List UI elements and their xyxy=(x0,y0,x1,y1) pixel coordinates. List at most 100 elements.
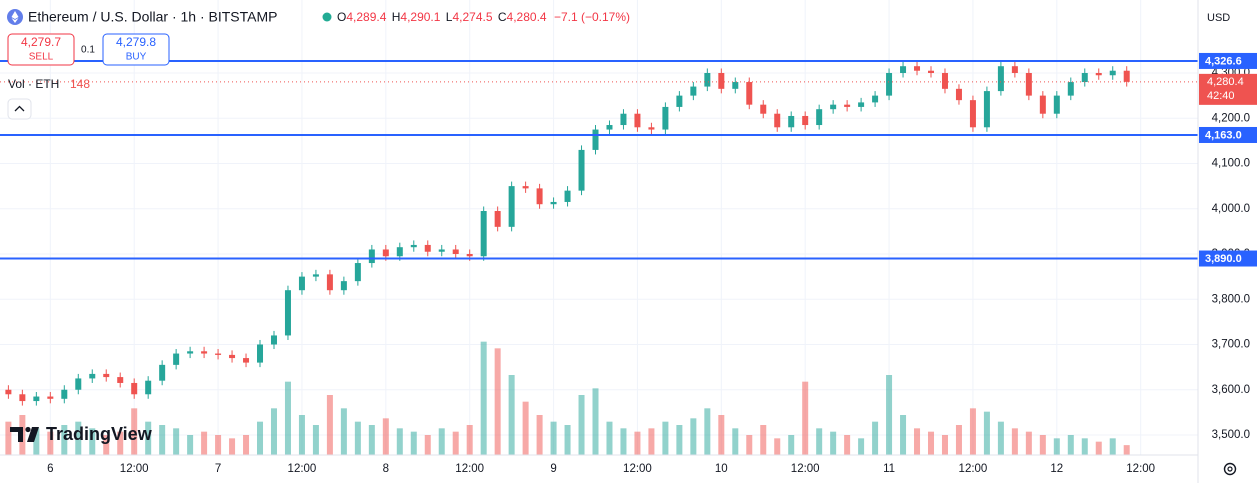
brand-name: TradingView xyxy=(46,424,153,444)
volume-bar xyxy=(480,341,487,455)
candle-body xyxy=(1011,66,1018,73)
volume-bar xyxy=(173,428,180,455)
candle-body xyxy=(438,249,445,252)
volume-bar xyxy=(243,435,250,455)
level-label: 3,890.0 xyxy=(1205,253,1242,265)
candle-body xyxy=(1053,95,1060,114)
x-tick-label: 12:00 xyxy=(455,463,484,475)
candle-body xyxy=(816,109,823,126)
x-tick-label: 6 xyxy=(47,463,53,475)
candle-body xyxy=(760,104,767,114)
x-tick-label: 12:00 xyxy=(1126,463,1155,475)
collapse-button[interactable] xyxy=(7,98,32,120)
volume-bar xyxy=(718,415,725,455)
spread: 0.1 xyxy=(81,45,95,56)
volume-bar xyxy=(1053,438,1060,455)
volume-bar xyxy=(1039,435,1046,455)
candle-body xyxy=(1025,72,1032,96)
volume-last: 148 xyxy=(70,77,90,91)
volume-bar xyxy=(550,421,557,455)
buy-button[interactable] xyxy=(102,33,170,66)
candle-body xyxy=(103,373,110,378)
x-tick-label: 12:00 xyxy=(959,463,988,475)
candle-body xyxy=(117,377,124,383)
candle-body xyxy=(131,382,138,395)
volume-bar xyxy=(774,438,781,455)
volume-bar xyxy=(270,408,277,455)
volume-bar xyxy=(1095,441,1102,455)
candle-body xyxy=(955,88,962,101)
ohlc-legend: O4,289.4 H4,290.1 L4,274.5 C4,280.4 −7.1… xyxy=(337,10,630,24)
candle-body xyxy=(284,290,291,336)
candle-body xyxy=(718,72,725,89)
candle-body xyxy=(1067,82,1074,96)
volume-bar xyxy=(858,438,865,455)
currency-button[interactable] xyxy=(1202,6,1234,28)
brand-logo: TradingView xyxy=(10,424,153,444)
candle-body xyxy=(354,263,361,282)
x-tick-label: 7 xyxy=(215,463,221,475)
candle-body xyxy=(298,276,305,291)
candle-body xyxy=(1039,95,1046,114)
ohlc-value: 4,274.5 xyxy=(452,10,492,24)
last-price-box xyxy=(1199,73,1257,105)
volume-bar xyxy=(368,425,375,455)
volume-bar xyxy=(187,435,194,455)
volume-bar xyxy=(1081,438,1088,455)
symbol-title[interactable]: Ethereum / U.S. Dollar · 1h · BITSTAMP xyxy=(28,9,277,25)
volume-bar xyxy=(928,431,935,455)
volume-bar xyxy=(47,431,54,455)
candle-body xyxy=(732,82,739,89)
candle-body xyxy=(368,249,375,264)
volume-bar xyxy=(900,415,907,455)
ohlc-label: C xyxy=(498,10,507,24)
y-tick-label: 4,000.0 xyxy=(1212,203,1250,215)
sell-button[interactable] xyxy=(7,33,75,66)
candle-body xyxy=(1081,72,1088,83)
ohlc-label: H xyxy=(392,10,401,24)
candle-body xyxy=(634,113,641,128)
volume-bar xyxy=(536,415,543,455)
candle-body xyxy=(969,100,976,128)
volume-bar xyxy=(75,421,82,455)
volume-bar xyxy=(676,425,683,455)
ohlc-value: 4,280.4 xyxy=(507,10,547,24)
x-tick-label: 11 xyxy=(883,463,895,475)
volume-bar xyxy=(1109,438,1116,455)
buy-label: BUY xyxy=(126,52,147,63)
volume-bar xyxy=(830,431,837,455)
ohlc-value: 4,290.1 xyxy=(400,10,440,24)
settings-button[interactable] xyxy=(1223,462,1237,476)
volume-bar xyxy=(229,438,236,455)
candle-body xyxy=(215,353,222,355)
volume-bar xyxy=(522,401,529,455)
candle-body xyxy=(326,274,333,291)
volume-bar xyxy=(732,428,739,455)
candle-body xyxy=(648,127,655,130)
x-tick-label: 12:00 xyxy=(791,463,820,475)
ohlc-value: 4,289.4 xyxy=(346,10,386,24)
x-tick-label: 12:00 xyxy=(120,463,149,475)
volume-bar xyxy=(592,388,599,455)
volume-bar xyxy=(634,431,641,455)
volume-bar xyxy=(788,435,795,455)
volume-bar xyxy=(410,431,417,455)
volume-bar xyxy=(997,421,1004,455)
x-tick-label: 8 xyxy=(383,463,389,475)
volume-bar xyxy=(452,431,459,455)
candle-body xyxy=(592,129,599,150)
volume-bar xyxy=(578,395,585,455)
candle-body xyxy=(508,186,515,227)
candle-body xyxy=(480,211,487,257)
candle-body xyxy=(564,190,571,202)
volume-bar xyxy=(816,428,823,455)
candle-body xyxy=(620,113,627,126)
volume-bar xyxy=(886,375,893,455)
volume-bar xyxy=(844,435,851,455)
volume-bar xyxy=(33,428,40,455)
candle-body xyxy=(424,244,431,252)
candle-body xyxy=(396,247,403,257)
candle-body xyxy=(997,66,1004,92)
candle-body xyxy=(606,125,613,130)
